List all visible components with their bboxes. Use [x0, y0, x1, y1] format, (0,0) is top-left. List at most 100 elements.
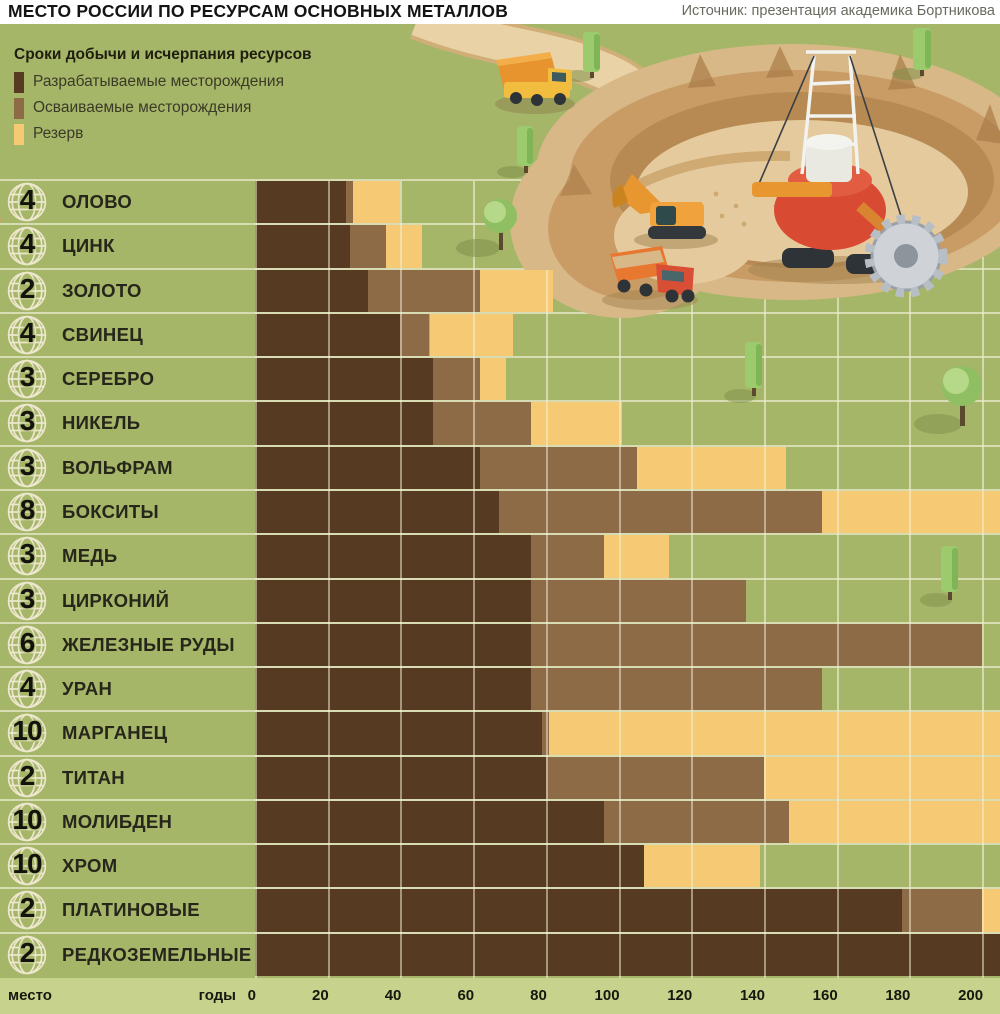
row-label: 10 ХРОМ — [0, 845, 253, 887]
gridline — [618, 535, 621, 578]
gridline — [545, 402, 548, 445]
world-rank-value: 10 — [12, 848, 42, 880]
axis-tick-label: 160 — [812, 987, 838, 1004]
gridline — [473, 889, 476, 932]
gridline — [400, 402, 403, 445]
gridline — [691, 623, 694, 667]
bar-segment-reserve — [549, 712, 1000, 755]
row-label: 3 МЕДЬ — [0, 535, 253, 577]
gridline — [327, 933, 330, 977]
world-rank-value: 3 — [19, 449, 36, 481]
gridline — [836, 889, 839, 932]
gridline — [763, 181, 766, 979]
axis-tick-label: 60 — [457, 987, 475, 1004]
gridline — [400, 579, 403, 622]
gridline — [691, 800, 694, 844]
gridline — [255, 889, 257, 932]
gridline — [255, 490, 257, 534]
gridline — [691, 490, 694, 534]
gridline — [691, 712, 694, 755]
metal-name: ВОЛЬФРАМ — [62, 456, 173, 478]
gridline — [836, 712, 839, 755]
legend-item-label: Разрабатываемые месторождения — [33, 73, 284, 90]
axis-years-label: годы — [198, 987, 236, 1004]
legend-item-label: Осваиваемые месторождения — [33, 99, 252, 116]
globe-icon — [7, 714, 47, 753]
gridline — [618, 800, 621, 844]
gridline — [545, 668, 548, 711]
gridline — [327, 358, 330, 401]
globe-icon — [7, 758, 47, 797]
gridline — [255, 358, 257, 401]
chart-row-железные-руды: 6 ЖЕЛЕЗНЫЕ РУДЫ — [0, 623, 1000, 667]
legend-swatch-icon — [14, 97, 24, 119]
row-label: 2 РЕДКОЗЕМЕЛЬНЫЕ — [0, 934, 253, 976]
gridline — [836, 800, 839, 844]
bar-segment-developing — [433, 358, 481, 401]
chart-row-бокситы: 8 БОКСИТЫ — [0, 490, 1000, 534]
gridline — [909, 181, 912, 979]
gridline — [327, 712, 330, 755]
row-separator — [0, 311, 1000, 314]
row-separator — [0, 666, 1000, 669]
row-label: 6 ЖЕЛЕЗНЫЕ РУДЫ — [0, 624, 253, 666]
bar-segment-reserve — [385, 225, 423, 268]
bar-segment-developing — [433, 402, 532, 445]
gridline — [618, 845, 621, 888]
metal-name: РЕДКОЗЕМЕЛЬНЫЕ — [62, 943, 252, 965]
gridline — [763, 712, 766, 755]
bar-segment-developing — [531, 668, 823, 711]
bar-segment-developing — [531, 623, 983, 667]
chart-row-титан: 2 ТИТАН — [0, 756, 1000, 799]
axis-tick-label: 100 — [594, 987, 620, 1004]
metal-name: ЦИРКОНИЙ — [62, 589, 170, 611]
row-label: 2 ТИТАН — [0, 757, 253, 799]
world-rank-value: 10 — [12, 803, 42, 835]
gridline — [982, 490, 985, 534]
chart-row-цинк: 4 ЦИНК — [0, 225, 1000, 268]
gridline — [982, 933, 985, 977]
gridline — [618, 490, 621, 534]
gridline — [255, 623, 257, 667]
bar-segment-developed — [255, 845, 644, 888]
gridline — [255, 446, 257, 489]
gridline — [545, 889, 548, 932]
gridline — [400, 446, 403, 489]
bar-segment-reserve — [763, 756, 1000, 799]
gridline — [691, 845, 694, 888]
bar-segment-developing — [498, 490, 823, 534]
gridline — [982, 889, 985, 932]
gridline — [473, 668, 476, 711]
gridline — [327, 313, 330, 357]
gridline — [400, 313, 403, 357]
row-label: 3 НИКЕЛЬ — [0, 402, 253, 444]
globe-icon — [7, 492, 47, 532]
gridline — [618, 446, 621, 489]
gridline — [618, 623, 621, 667]
bar-segment-developed — [255, 889, 903, 932]
bar-segment-developed — [255, 181, 346, 224]
axis-tick-label: 180 — [885, 987, 911, 1004]
bar-segment-reserve — [429, 313, 514, 357]
bar-segment-developed — [255, 490, 499, 534]
world-rank-value: 4 — [19, 316, 36, 348]
gridline — [255, 579, 257, 622]
gridline — [618, 756, 621, 799]
gridline — [909, 800, 912, 844]
legend-item: Осваиваемые месторождения — [14, 95, 312, 121]
bar-segment-developed — [255, 623, 532, 667]
row-label: 3 ВОЛЬФРАМ — [0, 447, 253, 489]
bar-segment-developed — [255, 712, 543, 755]
metal-name: ОЛОВО — [62, 191, 133, 212]
row-separator — [0, 400, 1000, 403]
globe-icon — [7, 182, 47, 222]
legend-swatch-icon — [14, 71, 24, 93]
globe-icon — [7, 536, 47, 576]
bar-rows: 4 ОЛОВО 4 ЦИНК 2 ЗОЛОТО 4 СВИНЕЦ 3 СЕРЕБРО 3 НИКЕЛЬ… — [0, 24, 1000, 1014]
gridline — [691, 446, 694, 489]
gridline — [618, 712, 621, 755]
axis-tick-label: 80 — [530, 987, 547, 1004]
row-label: 3 ЦИРКОНИЙ — [0, 580, 253, 622]
metal-name: СЕРЕБРО — [62, 368, 155, 390]
globe-icon — [7, 846, 47, 886]
